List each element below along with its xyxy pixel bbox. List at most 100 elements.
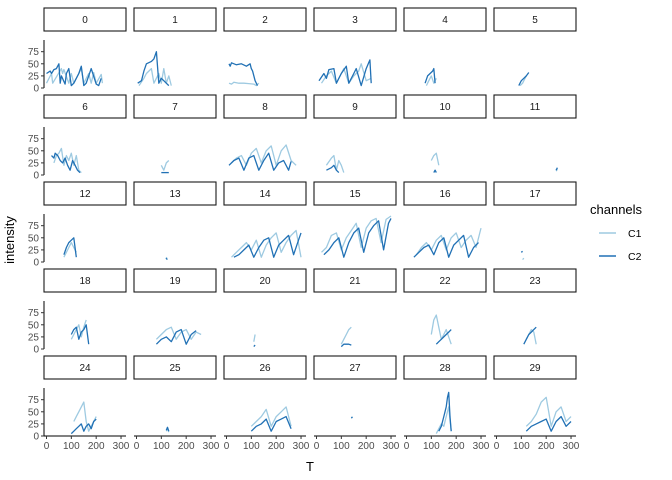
- facet-strip: [403, 355, 487, 380]
- facet-label: 20: [259, 276, 271, 287]
- series-line-c2: [165, 426, 170, 432]
- series-line-c2: [523, 326, 537, 345]
- y-tick-label: 25: [28, 332, 40, 343]
- x-tick-label: 100: [333, 441, 350, 452]
- series-line-c1: [138, 67, 172, 86]
- x-tick-label: 100: [153, 441, 170, 452]
- series-line-c2: [318, 59, 372, 87]
- facet-label: 10: [439, 102, 451, 113]
- series-line-c1: [231, 144, 297, 166]
- x-tick-label: 300: [383, 441, 400, 452]
- series-line-c2: [63, 237, 77, 258]
- series-line-c2: [326, 164, 340, 174]
- facet-label: 21: [349, 276, 361, 287]
- x-tick-label: 200: [178, 441, 195, 452]
- facet-panel: 11: [493, 94, 577, 172]
- facet-strip: [223, 94, 307, 119]
- facet-panel: 3: [313, 7, 397, 87]
- facet-label: 9: [352, 102, 358, 113]
- legend-label-c1: C1: [628, 228, 642, 240]
- facet-strip: [313, 7, 397, 32]
- facet-strip: [493, 94, 577, 119]
- x-tick-label: 300: [113, 441, 130, 452]
- y-tick-label: 50: [28, 407, 40, 418]
- y-tick-label: 75: [28, 221, 40, 232]
- x-tick-label: 0: [134, 441, 140, 452]
- x-axis-title: T: [306, 459, 314, 474]
- y-tick-label: 50: [28, 320, 40, 331]
- series-line-c1: [321, 215, 392, 253]
- facet-label: 16: [439, 189, 451, 200]
- series-line-c2: [253, 344, 256, 348]
- series-line-c1: [519, 75, 527, 87]
- facet-panel: 4: [403, 7, 487, 86]
- y-tick-label: 75: [28, 134, 40, 145]
- y-tick-label: 75: [28, 395, 40, 406]
- series-line-c2: [233, 232, 302, 258]
- series-line-c2: [525, 415, 572, 432]
- facet-label: 2: [262, 15, 268, 26]
- series-line-c1: [525, 396, 572, 427]
- series-line-c1: [320, 63, 372, 84]
- y-tick-label: 25: [28, 158, 40, 169]
- facet-panel: 23: [493, 268, 577, 345]
- facet-strip: [313, 94, 397, 119]
- x-tick-label: 300: [473, 441, 490, 452]
- series-line-c2: [350, 416, 353, 419]
- facet-strip: [313, 355, 397, 380]
- facet-panel: 13: [133, 181, 217, 260]
- facet-label: 6: [82, 102, 88, 113]
- series-line-c2: [165, 257, 168, 260]
- series-line-c2: [46, 63, 102, 87]
- facet-panel: 21: [313, 268, 397, 348]
- facet-strip: [133, 94, 217, 119]
- facet-panel: 14: [223, 181, 307, 258]
- series-line-c2: [228, 152, 292, 171]
- facet-label: 12: [79, 189, 91, 200]
- x-tick-label: 0: [404, 441, 410, 452]
- facet-label: 28: [439, 363, 451, 374]
- x-tick-label: 100: [243, 441, 260, 452]
- y-tick-label: 50: [28, 59, 40, 70]
- series-line-c1: [522, 257, 525, 261]
- legend-title: channels: [590, 202, 643, 217]
- series-line-c2: [155, 328, 197, 345]
- facet-panel: 28 0 100 200 300: [403, 355, 490, 452]
- x-tick-label: 200: [358, 441, 375, 452]
- x-tick-label: 100: [423, 441, 440, 452]
- facet-label: 14: [259, 189, 271, 200]
- facet-strip: [133, 181, 217, 206]
- series-line-c1: [73, 401, 97, 432]
- series-line-c2: [137, 51, 170, 87]
- x-tick-label: 0: [224, 441, 230, 452]
- facet-panel: 15: [313, 181, 397, 258]
- facet-panel: 19: [133, 268, 217, 345]
- facet-label: 15: [349, 189, 361, 200]
- series-line-c2: [413, 234, 479, 258]
- facet-strip: [43, 268, 127, 293]
- facet-label: 26: [259, 363, 271, 374]
- facet-panel: 10: [403, 94, 487, 173]
- facet-label: 19: [169, 276, 181, 287]
- facet-label: 23: [529, 276, 541, 287]
- facet-strip: [43, 355, 127, 380]
- facet-strip: [313, 181, 397, 206]
- facet-panel: 16: [403, 181, 487, 258]
- facet-strip: [133, 355, 217, 380]
- series-line-c2: [435, 329, 452, 345]
- facet-panel: 8: [223, 94, 307, 171]
- facet-strip: [133, 268, 217, 293]
- facet-panel: 22: [403, 268, 487, 345]
- series-line-c2: [433, 169, 437, 173]
- series-line-c2: [228, 62, 259, 86]
- facet-label: 17: [529, 189, 541, 200]
- y-tick-label: 75: [28, 47, 40, 58]
- y-tick-label: 0: [33, 171, 39, 182]
- series-line-c2: [323, 218, 392, 258]
- series-line-c1: [325, 154, 345, 173]
